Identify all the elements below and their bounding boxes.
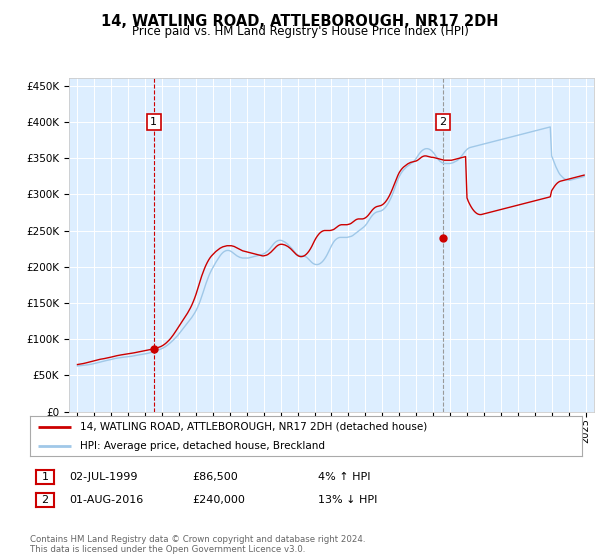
Text: £86,500: £86,500 [192, 472, 238, 482]
Text: 1: 1 [150, 117, 157, 127]
Text: 13% ↓ HPI: 13% ↓ HPI [318, 494, 377, 505]
Text: Contains HM Land Registry data © Crown copyright and database right 2024.
This d: Contains HM Land Registry data © Crown c… [30, 535, 365, 554]
Text: 01-AUG-2016: 01-AUG-2016 [69, 494, 143, 505]
Text: Price paid vs. HM Land Registry's House Price Index (HPI): Price paid vs. HM Land Registry's House … [131, 25, 469, 38]
Text: 4% ↑ HPI: 4% ↑ HPI [318, 472, 371, 482]
Text: 2: 2 [41, 494, 49, 505]
Text: £240,000: £240,000 [192, 494, 245, 505]
Text: 1: 1 [41, 472, 49, 482]
Text: 2: 2 [439, 117, 446, 127]
Text: HPI: Average price, detached house, Breckland: HPI: Average price, detached house, Brec… [80, 441, 325, 450]
Text: 14, WATLING ROAD, ATTLEBOROUGH, NR17 2DH: 14, WATLING ROAD, ATTLEBOROUGH, NR17 2DH [101, 14, 499, 29]
Text: 02-JUL-1999: 02-JUL-1999 [69, 472, 137, 482]
Text: 14, WATLING ROAD, ATTLEBOROUGH, NR17 2DH (detached house): 14, WATLING ROAD, ATTLEBOROUGH, NR17 2DH… [80, 422, 427, 432]
